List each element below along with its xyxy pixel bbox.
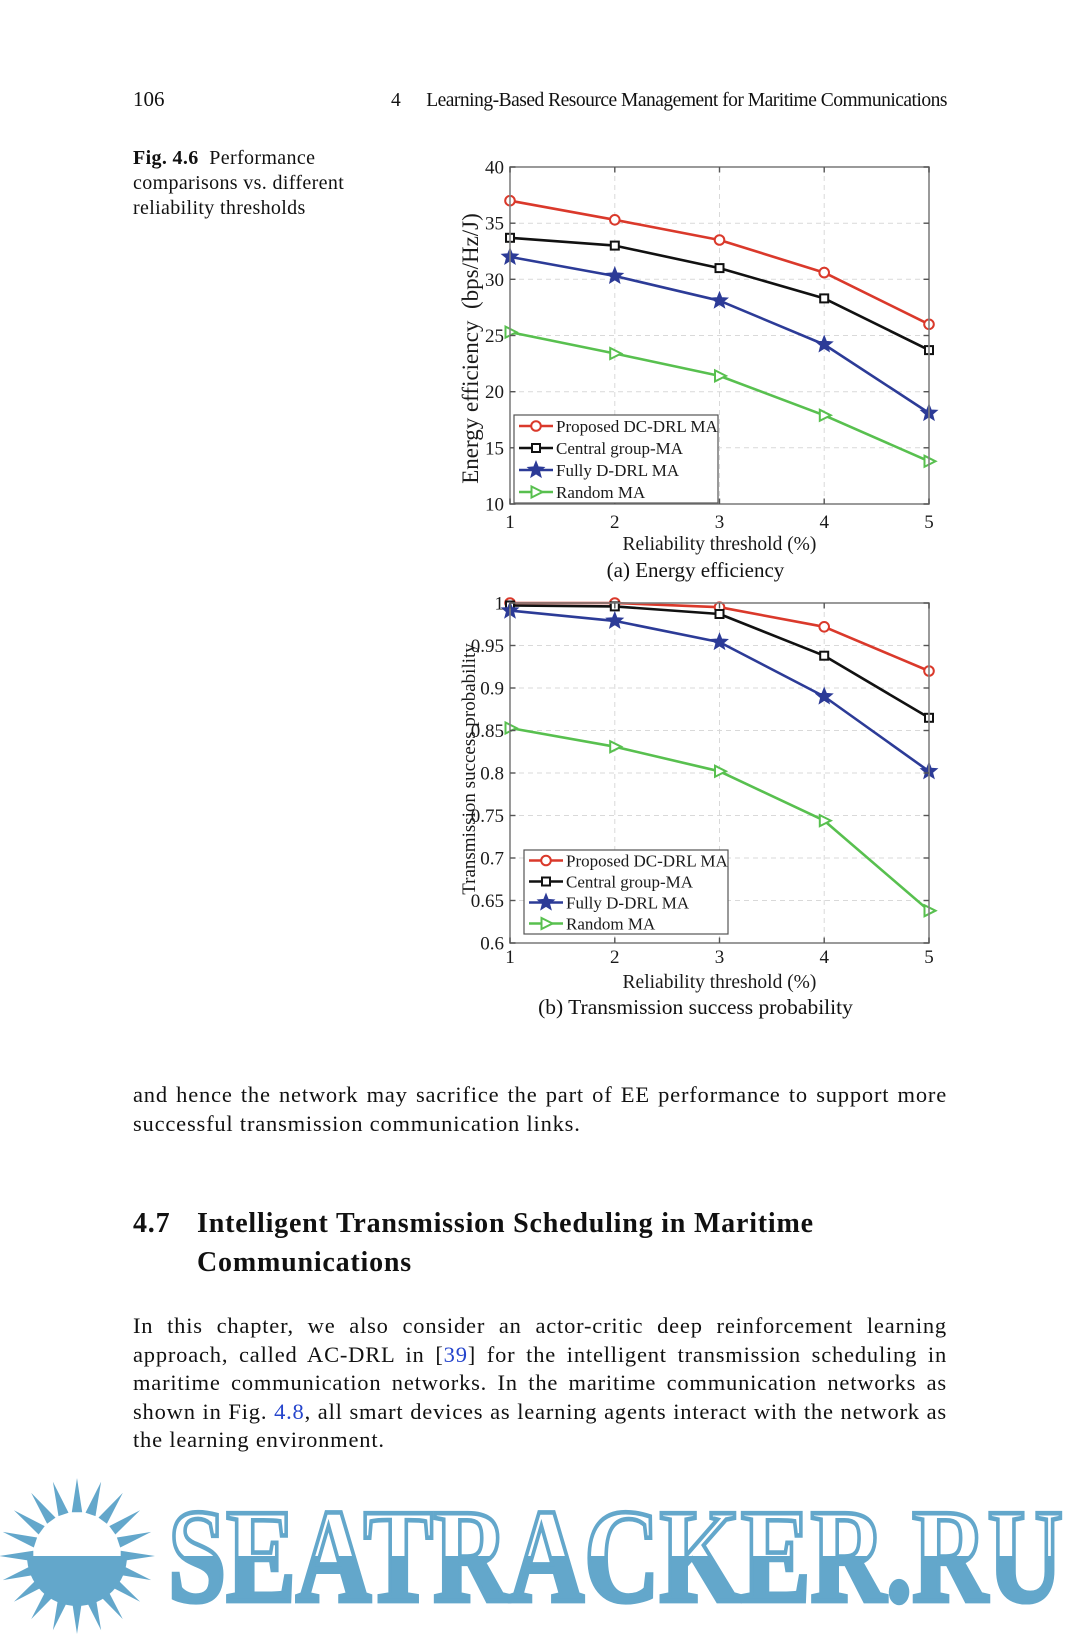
svg-text:0.8: 0.8 — [480, 764, 504, 785]
svg-text:1: 1 — [505, 947, 515, 968]
svg-text:0.9: 0.9 — [480, 679, 504, 700]
svg-text:1: 1 — [505, 512, 515, 533]
svg-text:0.85: 0.85 — [471, 721, 504, 742]
svg-text:0.65: 0.65 — [471, 891, 504, 912]
svg-text:SEATRACKER.RU: SEATRACKER.RU — [168, 1482, 1063, 1631]
svg-text:35: 35 — [485, 214, 504, 235]
svg-text:(b) Transmission success proba: (b) Transmission success probability — [538, 995, 853, 1019]
svg-text:4: 4 — [819, 947, 829, 968]
svg-text:5: 5 — [924, 512, 934, 533]
svg-text:Energy efficiency (bps/Hz/J): Energy efficiency (bps/Hz/J) — [458, 213, 483, 484]
svg-text:Random MA: Random MA — [566, 915, 656, 934]
svg-text:Proposed DC-DRL MA: Proposed DC-DRL MA — [566, 852, 729, 871]
svg-text:0.75: 0.75 — [471, 806, 504, 827]
svg-text:5: 5 — [924, 947, 934, 968]
svg-text:0.95: 0.95 — [471, 636, 504, 657]
svg-text:2: 2 — [610, 512, 620, 533]
svg-text:3: 3 — [715, 947, 725, 968]
svg-text:0.6: 0.6 — [480, 934, 504, 955]
svg-text:Reliability threshold (%): Reliability threshold (%) — [623, 972, 817, 993]
svg-text:Fully D-DRL MA: Fully D-DRL MA — [566, 894, 690, 913]
svg-text:Central group-MA: Central group-MA — [566, 873, 694, 892]
svg-text:20: 20 — [485, 382, 504, 403]
svg-text:Central group-MA: Central group-MA — [556, 439, 684, 458]
svg-text:Random MA: Random MA — [556, 483, 646, 502]
svg-text:0.7: 0.7 — [480, 849, 504, 870]
svg-text:Reliability threshold (%): Reliability threshold (%) — [623, 534, 817, 555]
svg-text:15: 15 — [485, 438, 504, 459]
svg-text:40: 40 — [485, 158, 504, 179]
svg-text:(a) Energy efficiency: (a) Energy efficiency — [607, 558, 785, 582]
svg-text:Transmission success probabili: Transmission success probability — [459, 643, 480, 895]
svg-text:3: 3 — [715, 512, 725, 533]
svg-text:30: 30 — [485, 270, 504, 291]
svg-text:2: 2 — [610, 947, 620, 968]
svg-text:Proposed DC-DRL MA: Proposed DC-DRL MA — [556, 417, 719, 436]
svg-text:1: 1 — [495, 594, 505, 615]
svg-text:10: 10 — [485, 495, 504, 516]
svg-text:25: 25 — [485, 326, 504, 347]
svg-text:Fully D-DRL MA: Fully D-DRL MA — [556, 461, 680, 480]
svg-text:4: 4 — [819, 512, 829, 533]
